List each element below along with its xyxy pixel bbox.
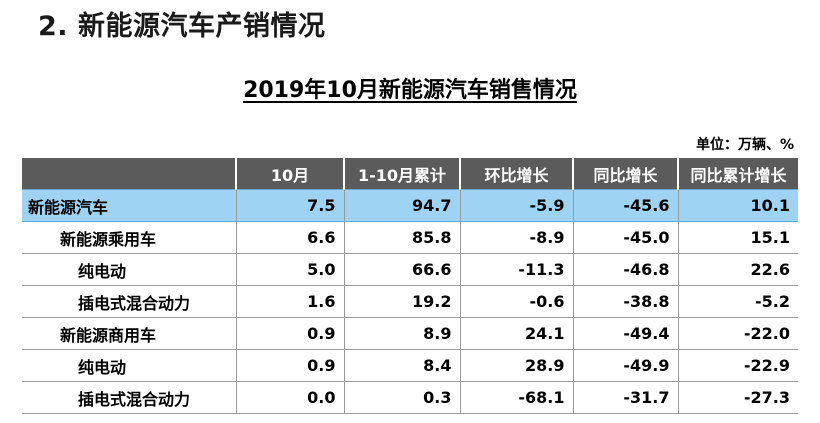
- table-row: 新能源商用车 0.9 8.9 24.1 -49.4 -22.0: [22, 317, 798, 350]
- table-row: 纯电动 5.0 66.6 -11.3 -46.8 22.6: [22, 253, 798, 286]
- table-cell: 28.9: [459, 349, 573, 382]
- table-cell: -5.2: [677, 285, 798, 318]
- table-cell: 19.2: [343, 285, 460, 318]
- table-row: 插电式混合动力 1.6 19.2 -0.6 -38.8 -5.2: [22, 285, 798, 318]
- table-cell: 24.1: [459, 317, 573, 350]
- table-cell: 66.6: [343, 253, 460, 286]
- table-cell: -46.8: [572, 253, 678, 286]
- table-cell: -45.0: [572, 221, 678, 254]
- section-title: 2. 新能源汽车产销情况: [38, 11, 326, 42]
- table-cell: -11.3: [459, 253, 573, 286]
- table-cell: -38.8: [572, 285, 678, 318]
- row-label: 新能源乘用车: [22, 221, 236, 254]
- table-cell: -27.3: [677, 381, 798, 414]
- table-cell: 0.0: [235, 381, 344, 414]
- table-cell: 7.5: [235, 189, 344, 222]
- table-row: 新能源汽车 7.5 94.7 -5.9 -45.6 10.1: [22, 189, 798, 222]
- row-label: 纯电动: [22, 349, 236, 382]
- table-cell: 5.0: [235, 253, 344, 286]
- table-cell: -22.0: [677, 317, 798, 350]
- header-cell-october: 10月: [235, 158, 344, 190]
- header-row: 10月 1-10月累计 环比增长 同比增长 同比累计增长: [22, 158, 798, 190]
- table-row: 纯电动 0.9 8.4 28.9 -49.9 -22.9: [22, 349, 798, 382]
- table-cell: -49.9: [572, 349, 678, 382]
- header-cell-cumulative: 1-10月累计: [343, 158, 460, 190]
- unit-label: 单位：万辆、%: [695, 137, 794, 153]
- table-cell: 10.1: [677, 189, 798, 222]
- table-title: 2019年10月新能源汽车销售情况: [243, 78, 577, 103]
- table-cell: 85.8: [343, 221, 460, 254]
- table-cell: 0.9: [235, 317, 344, 350]
- table-cell: 8.4: [343, 349, 460, 382]
- table-cell: 8.9: [343, 317, 460, 350]
- table-cell: -5.9: [459, 189, 573, 222]
- table-cell: 0.3: [343, 381, 460, 414]
- table-cell: 22.6: [677, 253, 798, 286]
- table-cell: -22.9: [677, 349, 798, 382]
- table-cell: -68.1: [459, 381, 573, 414]
- row-label: 纯电动: [22, 253, 236, 286]
- header-cell-mom-growth: 环比增长: [459, 158, 573, 190]
- row-label: 插电式混合动力: [22, 381, 236, 414]
- header-cell-category: [22, 158, 236, 190]
- table-cell: 15.1: [677, 221, 798, 254]
- table-row: 插电式混合动力 0.0 0.3 -68.1 -31.7 -27.3: [22, 381, 798, 414]
- row-label: 新能源商用车: [22, 317, 236, 350]
- table-cell: -8.9: [459, 221, 573, 254]
- table-cell: 0.9: [235, 349, 344, 382]
- table-cell: 94.7: [343, 189, 460, 222]
- table-cell: 1.6: [235, 285, 344, 318]
- table-cell: -31.7: [572, 381, 678, 414]
- table-cell: -49.4: [572, 317, 678, 350]
- header-cell-yoy-growth: 同比增长: [572, 158, 678, 190]
- table-row: 新能源乘用车 6.6 85.8 -8.9 -45.0 15.1: [22, 221, 798, 254]
- header-cell-yoy-cumulative-growth: 同比累计增长: [677, 158, 798, 190]
- row-label: 新能源汽车: [22, 189, 236, 222]
- sales-table: 10月 1-10月累计 环比增长 同比增长 同比累计增长 新能源汽车 7.5 9…: [22, 158, 798, 414]
- table-cell: 6.6: [235, 221, 344, 254]
- table-cell: -45.6: [572, 189, 678, 222]
- row-label: 插电式混合动力: [22, 285, 236, 318]
- table-cell: -0.6: [459, 285, 573, 318]
